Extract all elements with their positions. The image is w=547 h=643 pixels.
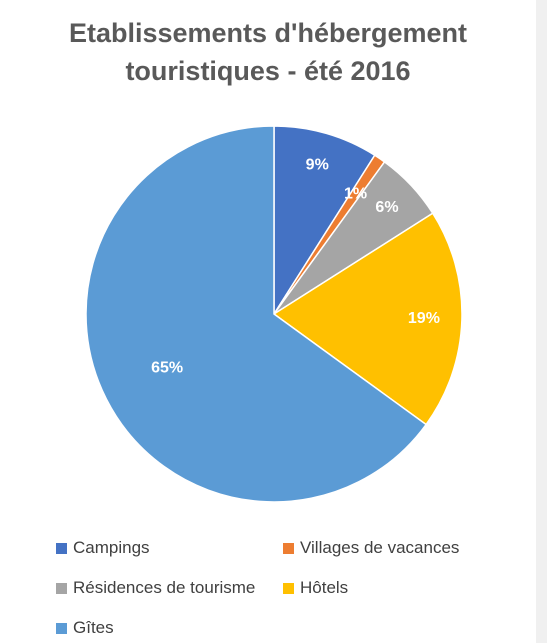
legend-swatch-gites	[56, 622, 67, 634]
data-label-hotels: 19%	[408, 310, 440, 327]
pie-chart: 9% 1% 6% 19% 65%	[85, 125, 463, 503]
legend-label-campings: Campings	[73, 538, 150, 557]
data-label-campings: 9%	[306, 156, 329, 173]
legend-swatch-campings	[56, 542, 67, 554]
legend-item-hotels: Hôtels	[283, 578, 348, 598]
pie-slice-hotels	[272, 212, 463, 426]
chart-title-line-2: touristiques - été 2016	[125, 56, 411, 86]
chart-title: Etablissements d'hébergement touristique…	[0, 14, 536, 90]
legend-item-gites: Gîtes	[56, 618, 114, 638]
chart-title-line-1: Etablissements d'hébergement	[68, 18, 468, 48]
legend-item-campings: Campings	[56, 538, 150, 558]
legend-swatch-hotels	[283, 582, 294, 594]
legend-item-villages: Villages de vacances	[283, 538, 459, 558]
chart-card: Etablissements d'hébergement touristique…	[0, 0, 536, 643]
pie-slice-campings	[273, 125, 376, 317]
data-label-gites: 65%	[151, 360, 183, 377]
legend-item-residences: Résidences de tourisme	[56, 578, 255, 598]
legend-label-hotels: Hôtels	[300, 578, 349, 597]
legend-label-gites: Gîtes	[73, 618, 114, 637]
data-label-residences-de-tourisme: 6%	[375, 199, 398, 216]
legend-label-villages: Villages de vacances	[300, 538, 460, 557]
pie-slice-gites	[85, 125, 428, 503]
legend-swatch-residences	[56, 582, 67, 594]
data-label-villages-de-vacances: 1%	[344, 185, 367, 202]
legend-swatch-villages	[283, 542, 294, 554]
legend-label-residences: Résidences de tourisme	[73, 578, 256, 597]
